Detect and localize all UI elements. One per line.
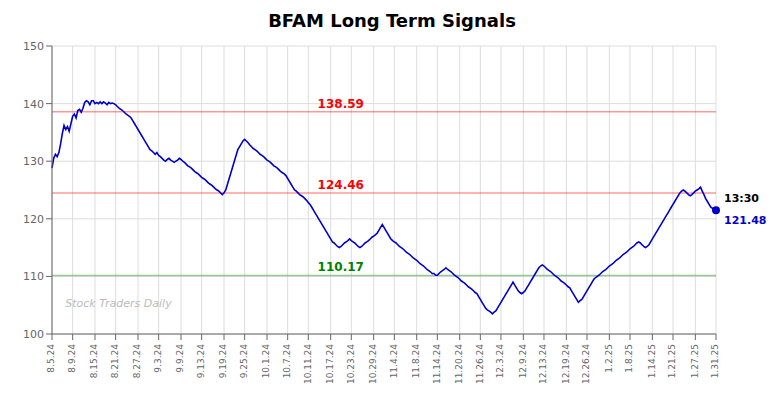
svg-text:10.17.24: 10.17.24 [325, 344, 335, 384]
svg-text:10.23.24: 10.23.24 [346, 344, 356, 384]
svg-text:11.8.24: 11.8.24 [411, 344, 421, 379]
svg-text:11.26.24: 11.26.24 [475, 344, 485, 384]
svg-text:11.20.24: 11.20.24 [454, 344, 464, 384]
svg-text:10.29.24: 10.29.24 [368, 344, 378, 384]
svg-text:8.15.24: 8.15.24 [89, 344, 99, 379]
html-text:BFAM Long Term Signals: BFAM Long Term Signals [268, 10, 516, 31]
html-text:Stock Traders Daily: Stock Traders Daily [65, 297, 172, 310]
svg-text:8.21.24: 8.21.24 [110, 344, 120, 379]
svg-text:12.9.24: 12.9.24 [518, 344, 528, 379]
svg-text:8.5.24: 8.5.24 [46, 344, 56, 373]
svg-text:100: 100 [23, 328, 44, 341]
svg-text:1.2.25: 1.2.25 [604, 344, 614, 373]
svg-text:9.25.24: 9.25.24 [239, 344, 249, 379]
svg-text:120: 120 [23, 213, 44, 226]
svg-text:110.17: 110.17 [318, 260, 364, 274]
svg-text:1.31.25: 1.31.25 [710, 344, 720, 378]
svg-text:9.3.24: 9.3.24 [153, 344, 163, 373]
svg-text:130: 130 [23, 155, 44, 168]
svg-text:1.8.25: 1.8.25 [624, 344, 634, 373]
svg-text:8.9.24: 8.9.24 [67, 344, 77, 373]
svg-text:10.1.24: 10.1.24 [261, 344, 271, 379]
svg-text:8.27.24: 8.27.24 [132, 344, 142, 379]
svg-text:1.21.25: 1.21.25 [667, 344, 677, 378]
svg-text:9.13.24: 9.13.24 [196, 344, 206, 379]
svg-text:11.14.24: 11.14.24 [432, 344, 442, 384]
svg-text:150: 150 [23, 40, 44, 53]
svg-text:10.11.24: 10.11.24 [303, 344, 313, 384]
svg-text:12.13.24: 12.13.24 [538, 344, 548, 384]
svg-text:12.26.24: 12.26.24 [581, 344, 591, 384]
svg-text:13:30: 13:30 [724, 192, 759, 205]
svg-text:138.59: 138.59 [318, 97, 364, 111]
svg-text:110: 110 [23, 270, 44, 283]
svg-text:124.46: 124.46 [318, 178, 364, 192]
svg-text:10.7.24: 10.7.24 [282, 344, 292, 379]
svg-text:11.4.24: 11.4.24 [389, 344, 399, 379]
svg-text:12.19.24: 12.19.24 [561, 344, 571, 384]
svg-text:140: 140 [23, 98, 44, 111]
svg-text:12.3.24: 12.3.24 [495, 344, 505, 379]
svg-text:1.27.25: 1.27.25 [690, 344, 700, 378]
svg-text:9.19.24: 9.19.24 [218, 344, 228, 379]
svg-text:121.48: 121.48 [724, 214, 766, 227]
svg-text:1.14.25: 1.14.25 [647, 344, 657, 378]
svg-text:9.9.24: 9.9.24 [175, 344, 185, 373]
